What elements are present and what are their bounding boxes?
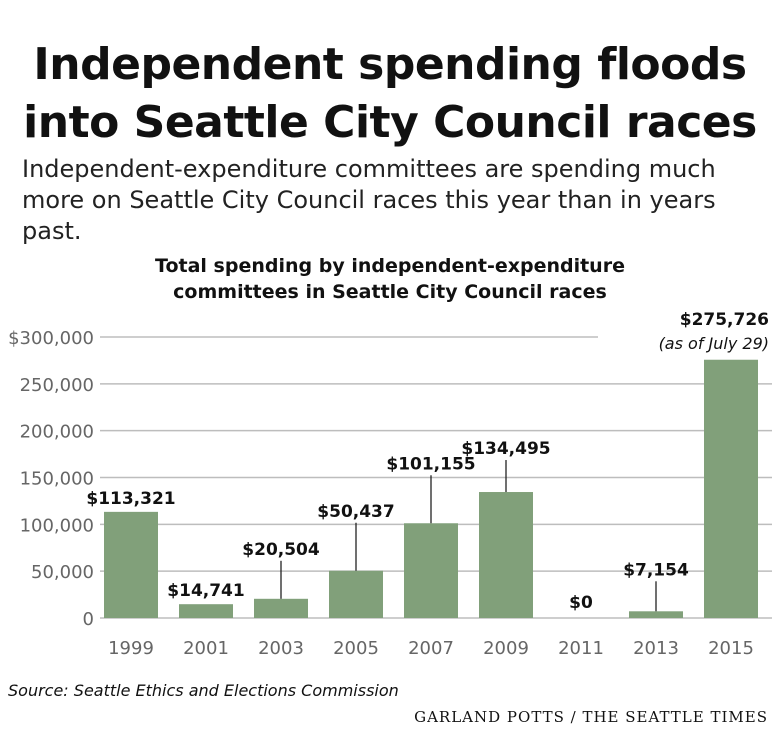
data-label: $7,154 bbox=[623, 560, 689, 580]
x-tick-label: 2013 bbox=[633, 638, 679, 659]
bar bbox=[629, 611, 683, 618]
headline-line-1: Independent spending floods bbox=[33, 39, 747, 90]
data-label: $14,741 bbox=[167, 581, 244, 601]
data-label: $20,504 bbox=[242, 540, 320, 560]
chart-title-line-2: committees in Seattle City Council races bbox=[173, 281, 607, 303]
credit-line: GARLAND POTTS / THE SEATTLE TIMES bbox=[414, 708, 768, 726]
data-label: $275,726 bbox=[680, 310, 769, 330]
source-note: Source: Seattle Ethics and Elections Com… bbox=[8, 681, 399, 700]
y-tick-label: $300,000 bbox=[8, 328, 94, 349]
bar bbox=[179, 604, 233, 618]
x-tick-label: 1999 bbox=[108, 638, 154, 659]
bar bbox=[329, 570, 383, 618]
bar-chart: 0 50,000 100,000 150,000 200,000 250,000 $300,… bbox=[8, 310, 772, 659]
y-tick-label: 50,000 bbox=[31, 562, 94, 583]
y-tick-label: 250,000 bbox=[20, 375, 94, 396]
subtitle: Independent-expenditure committees are s… bbox=[22, 154, 767, 247]
bar bbox=[479, 492, 533, 618]
data-label: $0 bbox=[569, 593, 593, 613]
subtitle-line-2: more on Seattle City Council races this … bbox=[22, 186, 716, 245]
x-tick-label: 2011 bbox=[558, 638, 604, 659]
headline-line-2: into Seattle City Council races bbox=[23, 97, 757, 148]
bar bbox=[404, 523, 458, 618]
y-tick-label: 0 bbox=[83, 609, 94, 630]
data-label: $50,437 bbox=[317, 502, 394, 522]
bar bbox=[704, 359, 758, 618]
x-tick-label: 2007 bbox=[408, 638, 454, 659]
y-tick-label: 200,000 bbox=[20, 422, 94, 443]
x-tick-label: 2009 bbox=[483, 638, 529, 659]
x-tick-label: 2005 bbox=[333, 638, 379, 659]
subtitle-line-1: Independent-expenditure committees are s… bbox=[22, 155, 716, 183]
x-tick-label: 2001 bbox=[183, 638, 229, 659]
annotation-label: (as of July 29) bbox=[659, 334, 769, 353]
chart-title-line-1: Total spending by independent-expenditur… bbox=[155, 255, 625, 277]
y-tick-label: 100,000 bbox=[20, 515, 94, 536]
data-label: $134,495 bbox=[461, 439, 550, 459]
data-label: $101,155 bbox=[386, 454, 475, 474]
headline: Independent spending floods into Seattle… bbox=[0, 36, 780, 152]
x-tick-label: 2003 bbox=[258, 638, 304, 659]
data-label: $113,321 bbox=[86, 489, 175, 509]
bar bbox=[254, 598, 308, 618]
chart-title: Total spending by independent-expenditur… bbox=[0, 253, 780, 305]
x-tick-label: 2015 bbox=[708, 638, 754, 659]
bar bbox=[104, 511, 158, 618]
y-tick-label: 150,000 bbox=[20, 469, 94, 490]
